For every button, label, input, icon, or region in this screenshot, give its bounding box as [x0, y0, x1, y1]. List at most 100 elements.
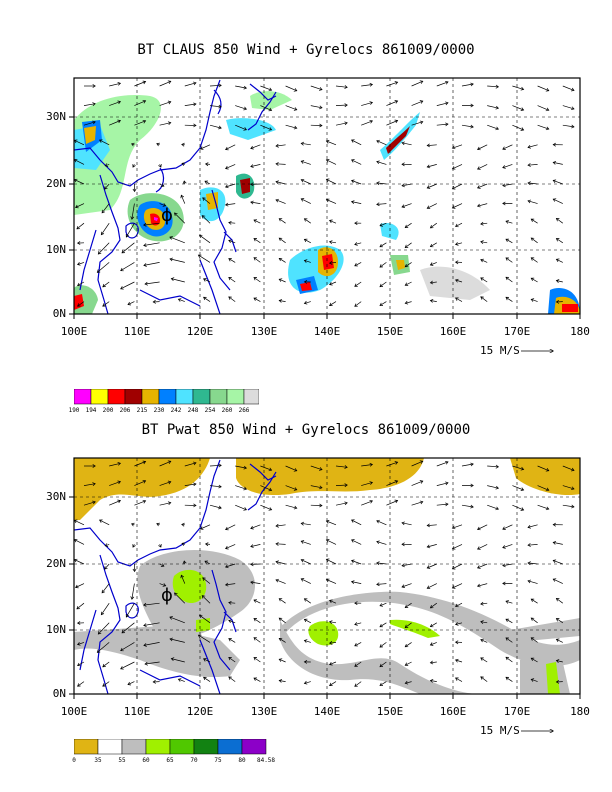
wind-vector — [304, 301, 311, 304]
wind-vector — [235, 124, 247, 131]
map2-lat-label: 20N — [46, 557, 66, 570]
wind-vector-head — [293, 505, 298, 510]
wind-vector — [379, 222, 387, 227]
wind-vector — [405, 222, 412, 228]
wind-vector-head — [325, 178, 330, 182]
wind-vector-head — [328, 281, 333, 286]
wind-vector-head — [250, 164, 254, 168]
wind-vector — [379, 242, 387, 248]
wind-vector — [279, 278, 286, 283]
wind-vector — [279, 680, 286, 682]
wind-vector-head — [426, 143, 431, 148]
wind-vector-head — [505, 600, 509, 604]
wind-vector — [159, 183, 165, 187]
wind-vector-head — [571, 504, 575, 509]
wind-vector — [531, 277, 538, 283]
wind-vector — [260, 485, 272, 491]
wind-vector — [329, 661, 337, 665]
wind-vector-head — [530, 637, 535, 641]
wind-vector — [74, 139, 85, 146]
wind-vector — [326, 539, 337, 545]
wind-vector — [120, 642, 135, 651]
map2-colorbar-label: 35 — [94, 757, 102, 764]
wind-vector — [225, 583, 236, 586]
map2-lon-label: 180 — [570, 705, 590, 718]
wind-vector-head — [218, 484, 222, 489]
wind-vector-head — [545, 107, 550, 112]
wind-vector — [436, 102, 449, 106]
wind-vector — [278, 237, 286, 244]
map2-lon-label: 150E — [376, 705, 404, 718]
wind-vector-head — [268, 507, 273, 511]
wind-vector — [505, 257, 513, 263]
wind-vector-head — [101, 589, 106, 594]
wind-vector-head — [527, 181, 531, 186]
wind-vector — [376, 182, 387, 185]
wind-vector — [512, 485, 524, 491]
wind-vector-head — [419, 100, 424, 104]
wind-vector — [527, 144, 538, 148]
wind-vector-head — [275, 180, 279, 185]
wind-vector — [379, 262, 387, 268]
wind-vector-head — [502, 183, 506, 188]
wind-vector-head — [127, 681, 132, 686]
wind-vector — [455, 279, 463, 283]
wind-vector — [250, 524, 261, 529]
wind-vector — [487, 485, 499, 489]
wind-vector-head — [228, 277, 232, 281]
wind-vector — [143, 602, 160, 606]
wind-vector — [159, 481, 171, 486]
wind-vector — [452, 583, 463, 589]
wind-vector — [235, 465, 247, 469]
wind-vector — [134, 480, 146, 486]
wind-vector — [562, 85, 575, 91]
wind-vector — [198, 634, 211, 643]
wind-vector-head — [527, 579, 532, 584]
wind-vector-head — [253, 297, 258, 301]
wind-vector-head — [303, 639, 308, 643]
wind-vector-head — [268, 87, 273, 92]
wind-vector-head — [480, 240, 484, 244]
wind-vector — [376, 161, 387, 165]
wind-vector — [505, 238, 513, 244]
wind-vector — [203, 278, 211, 283]
wind-vector-head — [394, 499, 399, 504]
wind-vector — [225, 203, 236, 206]
wind-vector-head — [275, 523, 279, 528]
wind-vector-head — [228, 638, 232, 642]
wind-vector — [405, 281, 412, 286]
wind-vector-head — [329, 219, 333, 224]
wind-vector-head — [376, 561, 380, 566]
wind-vector — [77, 681, 85, 687]
wind-vector — [512, 465, 524, 470]
wind-vector-head — [379, 682, 384, 686]
wind-vector-head — [120, 647, 124, 652]
wind-vector-head — [404, 643, 409, 648]
wind-vector-head — [477, 185, 481, 189]
map2-colorbar-label: 60 — [142, 757, 150, 764]
wind-vector-head — [132, 164, 136, 168]
wind-vector-head — [76, 261, 81, 266]
wind-vector-head — [224, 582, 229, 587]
wind-vector-head — [477, 546, 481, 550]
wind-vector-head — [181, 522, 185, 527]
wind-vector-head — [225, 545, 229, 550]
map2-frame — [73, 457, 581, 695]
map2-lat-label: 30N — [46, 490, 66, 503]
wind-vector-head — [477, 166, 481, 170]
wind-vector-head — [470, 103, 474, 108]
wind-vector-head — [201, 215, 206, 219]
wind-vector — [436, 461, 449, 467]
wind-vector — [97, 262, 110, 273]
wind-vector — [109, 120, 121, 126]
wind-vector-head — [102, 663, 106, 668]
wind-vector — [537, 465, 549, 472]
wind-vector — [304, 598, 312, 604]
map2-lon-label: 130E — [250, 705, 278, 718]
wind-vector-head — [275, 143, 279, 148]
wind-vector-head — [169, 236, 173, 240]
wind-vector-head — [480, 638, 484, 643]
wind-vector-head — [142, 460, 147, 465]
wind-vector-head — [74, 178, 78, 183]
wind-vector-head — [351, 559, 355, 564]
